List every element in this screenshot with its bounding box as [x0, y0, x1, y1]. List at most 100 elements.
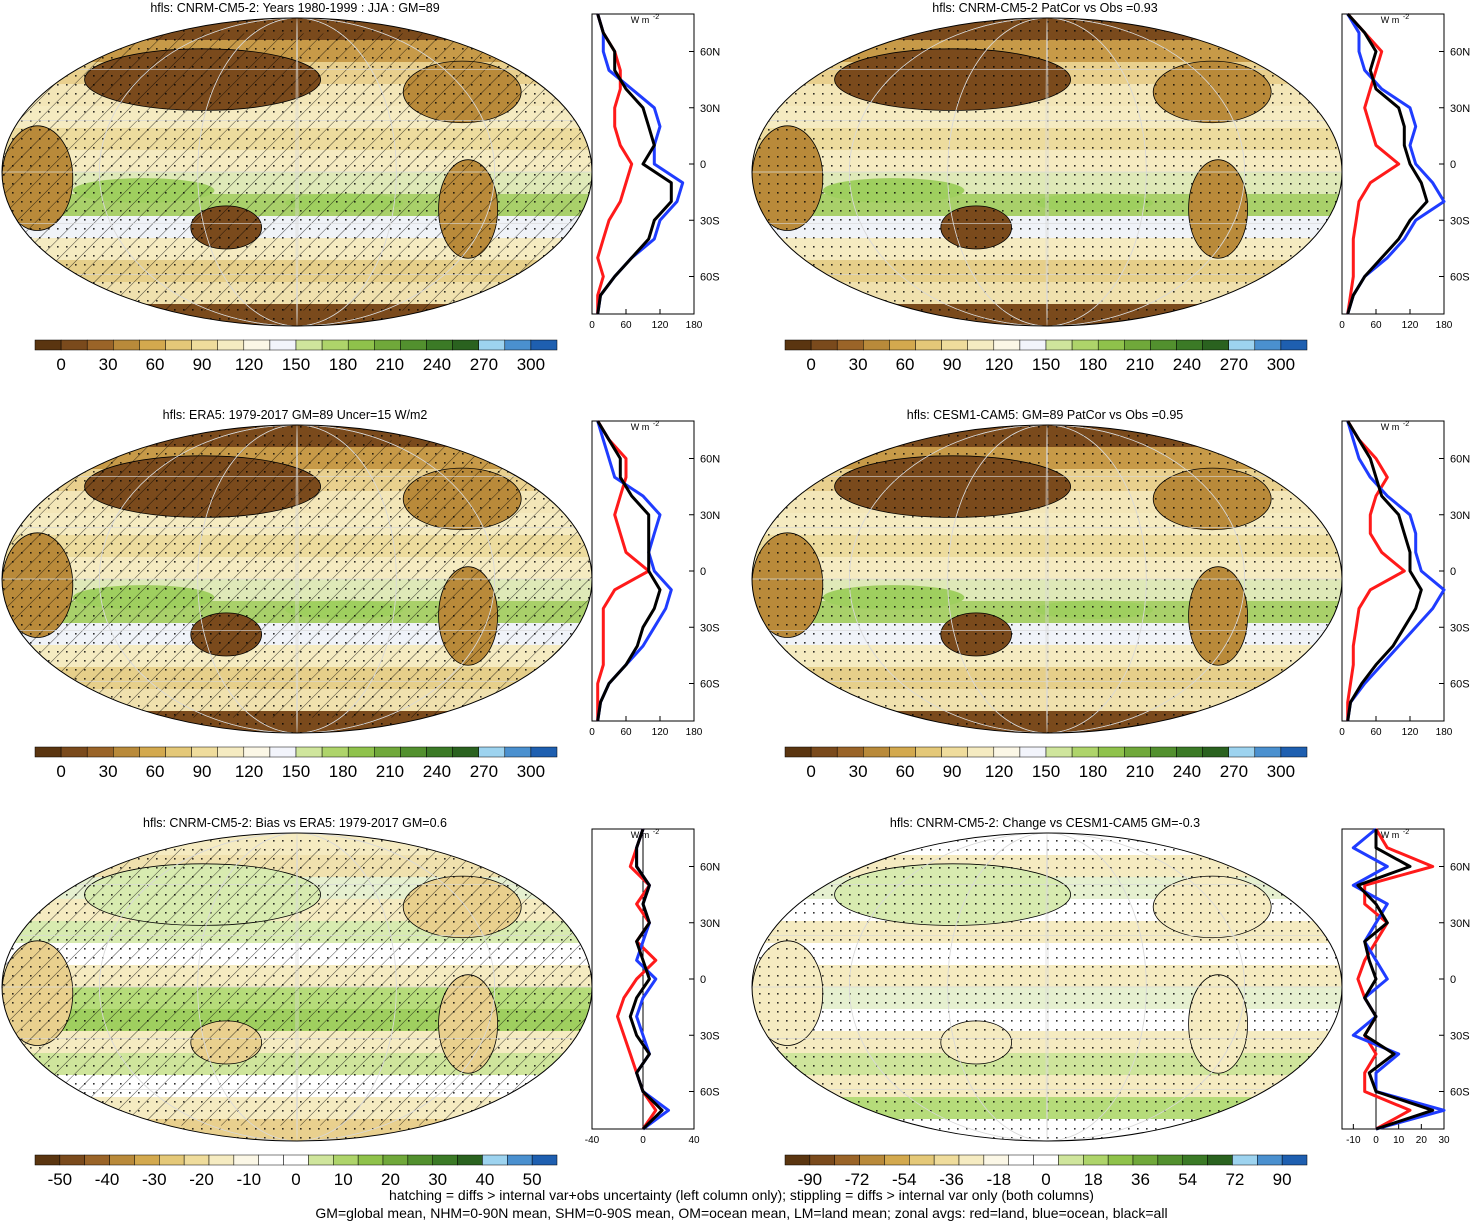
colorbar-label: 60: [896, 355, 915, 374]
colorbar-label: 0: [56, 355, 65, 374]
colorbar-swatch: [34, 1154, 61, 1166]
colorbar-swatch: [859, 1154, 885, 1166]
colorbar-label: 0: [56, 762, 65, 781]
lat-tick-label: 0: [700, 974, 706, 986]
zonal-line-ocean: [1346, 420, 1446, 722]
lat-tick-label: 60N: [700, 862, 720, 874]
colorbar-swatch: [113, 339, 140, 351]
colorbar-label: 50: [523, 1170, 542, 1189]
continent-greenland: [550, 436, 592, 475]
colorbar-swatch: [1058, 1154, 1084, 1166]
colorbar-label: 30: [849, 762, 868, 781]
colorbar: -50 -40 -30 -20 -10 0 10 20 30 40 50: [34, 1154, 558, 1189]
colorbar-label: 36: [1131, 1170, 1150, 1189]
colorbar-swatch: [530, 339, 558, 351]
colorbar-label: 150: [1032, 355, 1060, 374]
colorbar-label: 180: [329, 762, 357, 781]
panel-3: hfls: ERA5: 1979-2017 GM=89 Uncer=15 W/m…: [1, 408, 720, 781]
colorbar-label: -72: [845, 1170, 870, 1189]
colorbar-swatch: [295, 746, 323, 758]
colorbar-label: 180: [1079, 762, 1107, 781]
colorbar-swatch: [993, 746, 1021, 758]
x-tick-label: 10: [1393, 1135, 1405, 1146]
lat-tick-label: 60S: [1450, 1087, 1470, 1099]
colorbar-swatch: [243, 746, 271, 758]
colorbar-swatch: [1033, 1154, 1059, 1166]
graticule-lon: [197, 425, 397, 733]
graticule-lon: [197, 833, 397, 1141]
colorbar-swatch: [60, 339, 88, 351]
colorbar-label: 300: [1267, 762, 1295, 781]
colorbar-swatch: [784, 746, 812, 758]
colorbar-swatch: [889, 746, 916, 758]
lat-tick-label: 0: [700, 159, 706, 171]
continent-greenland: [1300, 29, 1342, 68]
colorbar-label: 150: [282, 762, 310, 781]
colorbar-swatch: [134, 1154, 160, 1166]
x-tick-label: 60: [1370, 320, 1382, 331]
colorbar-swatch: [374, 746, 401, 758]
colorbar-swatch: [915, 339, 942, 351]
panel-title: hfls: ERA5: 1979-2017 GM=89 Uncer=15 W/m…: [163, 408, 428, 422]
zonal-frame: [1341, 420, 1445, 722]
lat-tick-label: 30S: [700, 215, 720, 227]
colorbar-label: 30: [428, 1170, 447, 1189]
zonal-frame: [1341, 13, 1445, 315]
x-tick-label: 20: [1416, 1135, 1428, 1146]
colorbar-swatch: [958, 1154, 985, 1166]
colorbar-label: 0: [806, 355, 815, 374]
map-field: [2, 833, 592, 1141]
units-label: W m: [1381, 422, 1400, 432]
continent-greenland: [1300, 844, 1342, 883]
colorbar-label: 240: [423, 355, 451, 374]
lat-tick-label: 60S: [700, 272, 720, 284]
colorbar-label: 150: [282, 355, 310, 374]
colorbar-swatch: [269, 339, 297, 351]
graticule-lon: [295, 18, 299, 326]
graticule-lon: [848, 833, 1246, 1141]
colorbar-swatch: [983, 1154, 1009, 1166]
colorbar-label: 270: [1220, 762, 1248, 781]
colorbar-swatch: [139, 339, 166, 351]
colorbar-swatch: [1228, 339, 1256, 351]
colorbar-swatch: [1157, 1154, 1183, 1166]
colorbar-swatch: [84, 1154, 110, 1166]
colorbar-swatch: [531, 1154, 558, 1166]
x-tick-label: 30: [1438, 1135, 1450, 1146]
graticule-lon: [98, 18, 496, 326]
colorbar-label: 240: [1173, 355, 1201, 374]
colorbar-swatch: [1019, 746, 1047, 758]
graticule-lon: [98, 833, 496, 1141]
colorbar-swatch: [165, 746, 192, 758]
x-tick-label: 60: [620, 727, 632, 738]
lat-tick-label: 60N: [1450, 862, 1470, 874]
colorbar-swatch: [109, 1154, 135, 1166]
x-tick-label: 60: [620, 320, 632, 331]
colorbar-swatch: [967, 746, 995, 758]
colorbar-label: -90: [798, 1170, 823, 1189]
colorbar-label: -50: [48, 1170, 73, 1189]
colorbar-swatch: [400, 746, 427, 758]
colorbar-swatch: [1097, 339, 1125, 351]
colorbar-label: 60: [146, 355, 165, 374]
colorbar-label: 54: [1178, 1170, 1197, 1189]
colorbar-swatch: [432, 1154, 458, 1166]
panel-4: hfls: CESM1-CAM5: GM=89 PatCor vs Obs =0…: [751, 408, 1470, 781]
lat-tick-label: 60S: [1450, 272, 1470, 284]
lat-tick-label: 0: [1450, 159, 1456, 171]
x-tick-label: 0: [1373, 1135, 1379, 1146]
colorbar-swatch: [1254, 746, 1282, 758]
x-tick-label: -40: [585, 1135, 600, 1146]
lat-tick-label: 30N: [1450, 103, 1470, 115]
colorbar-swatch: [321, 339, 349, 351]
colorbar-swatch: [86, 339, 114, 351]
colorbar-swatch: [1176, 339, 1203, 351]
colorbar-swatch: [1254, 339, 1282, 351]
x-tick-label: 180: [1436, 727, 1453, 738]
continent-greenland: [550, 844, 592, 883]
colorbar-swatch: [308, 1154, 334, 1166]
colorbar-label: 120: [985, 762, 1013, 781]
lat-tick-label: 0: [1450, 974, 1456, 986]
colorbar-label: 210: [376, 762, 404, 781]
colorbar-label: 300: [517, 762, 545, 781]
